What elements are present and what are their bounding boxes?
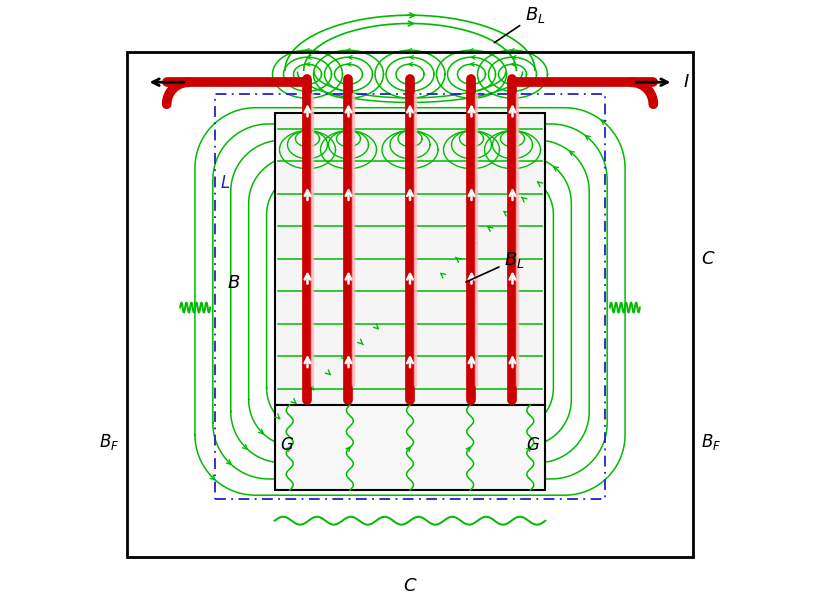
Text: $B_L$: $B_L$ <box>465 250 524 282</box>
Text: $C$: $C$ <box>700 250 714 268</box>
Bar <box>274 113 545 405</box>
Text: $B$: $B$ <box>227 274 240 292</box>
Text: $G$: $G$ <box>526 435 540 454</box>
Bar <box>215 94 604 499</box>
Text: $L$: $L$ <box>219 174 230 192</box>
Text: $I$: $I$ <box>682 73 690 91</box>
Bar <box>274 405 545 490</box>
Text: $B_L$: $B_L$ <box>494 5 545 43</box>
Text: $G$: $G$ <box>279 435 293 454</box>
Text: $B_F$: $B_F$ <box>700 432 720 451</box>
Text: $C$: $C$ <box>402 577 417 595</box>
Text: $B_F$: $B_F$ <box>99 432 119 451</box>
Bar <box>127 52 692 557</box>
